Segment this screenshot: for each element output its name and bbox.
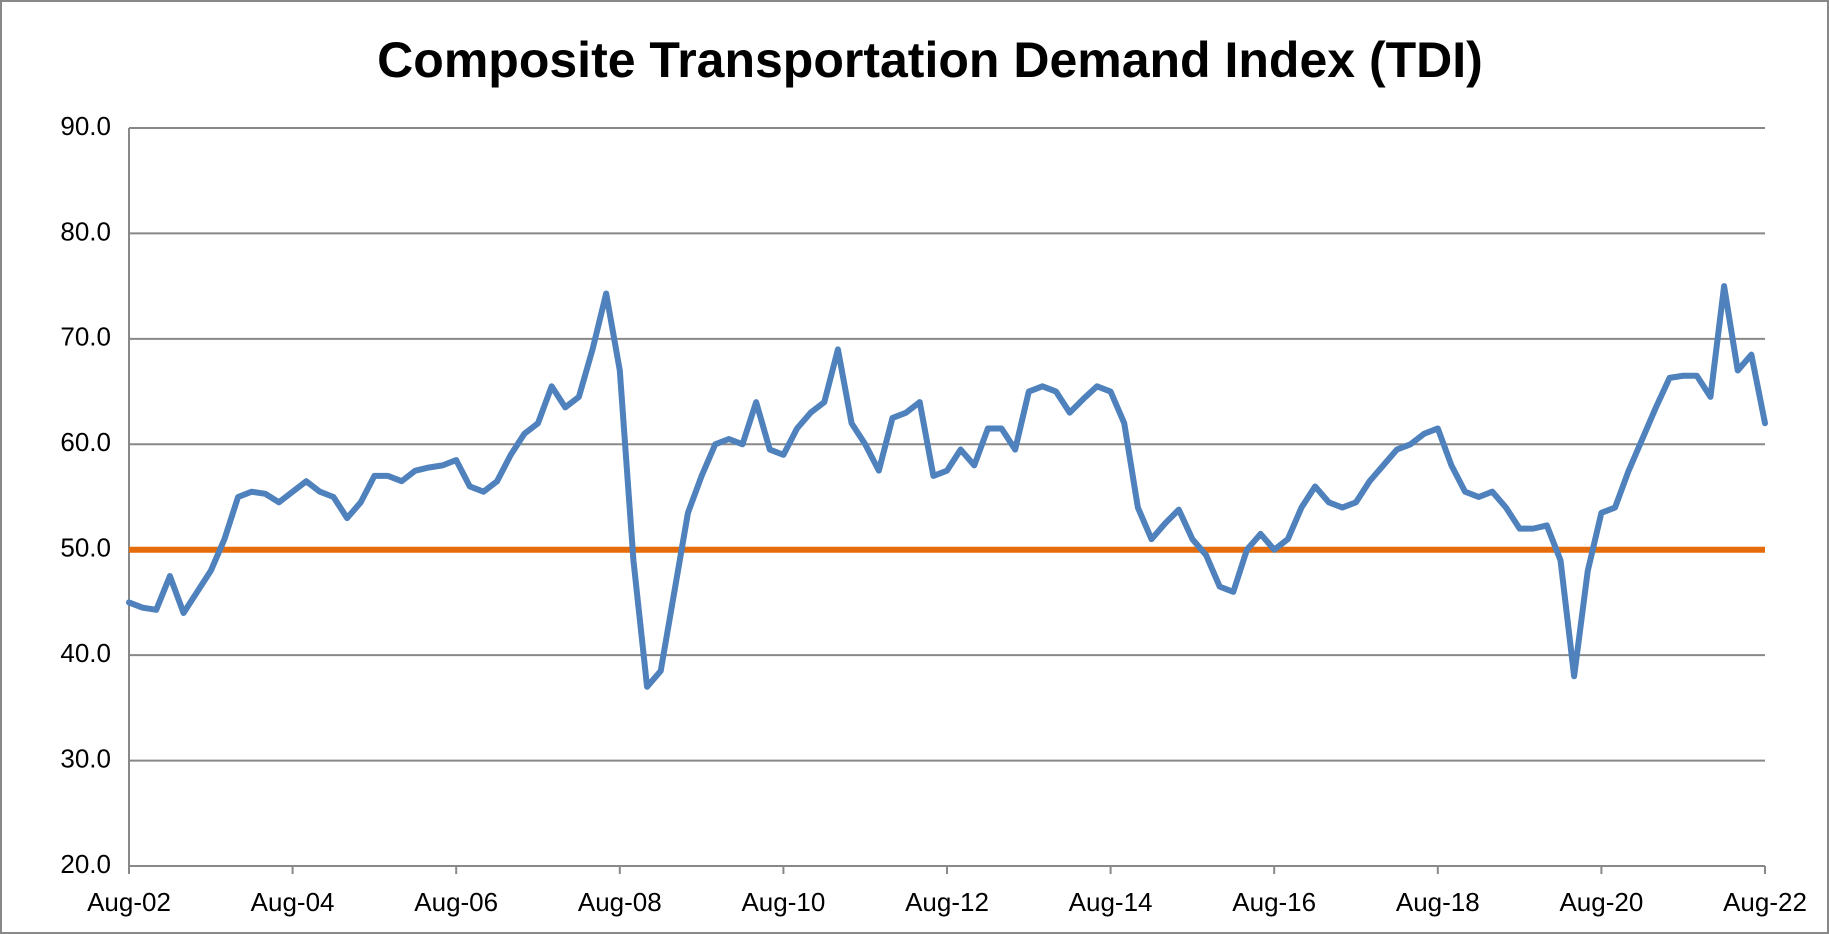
x-tick-label: Aug-06 — [414, 887, 498, 917]
x-tick-label: Aug-20 — [1559, 887, 1643, 917]
y-tick-label: 70.0 — [60, 322, 111, 352]
y-tick-label: 20.0 — [60, 849, 111, 879]
x-tick-label: Aug-10 — [741, 887, 825, 917]
y-tick-label: 90.0 — [60, 111, 111, 141]
x-tick-label: Aug-14 — [1069, 887, 1153, 917]
chart-title: Composite Transportation Demand Index (T… — [377, 32, 1483, 88]
y-tick-label: 50.0 — [60, 533, 111, 563]
y-tick-label: 80.0 — [60, 216, 111, 246]
x-tick-label: Aug-02 — [87, 887, 171, 917]
x-tick-label: Aug-04 — [251, 887, 335, 917]
x-tick-label: Aug-18 — [1396, 887, 1480, 917]
x-tick-label: Aug-08 — [578, 887, 662, 917]
x-tick-label: Aug-12 — [905, 887, 989, 917]
y-tick-label: 60.0 — [60, 427, 111, 457]
x-tick-label: Aug-22 — [1723, 887, 1807, 917]
y-tick-label: 40.0 — [60, 638, 111, 668]
data-line — [126, 283, 1768, 690]
y-tick-label: 30.0 — [60, 743, 111, 773]
x-tick-label: Aug-16 — [1232, 887, 1316, 917]
